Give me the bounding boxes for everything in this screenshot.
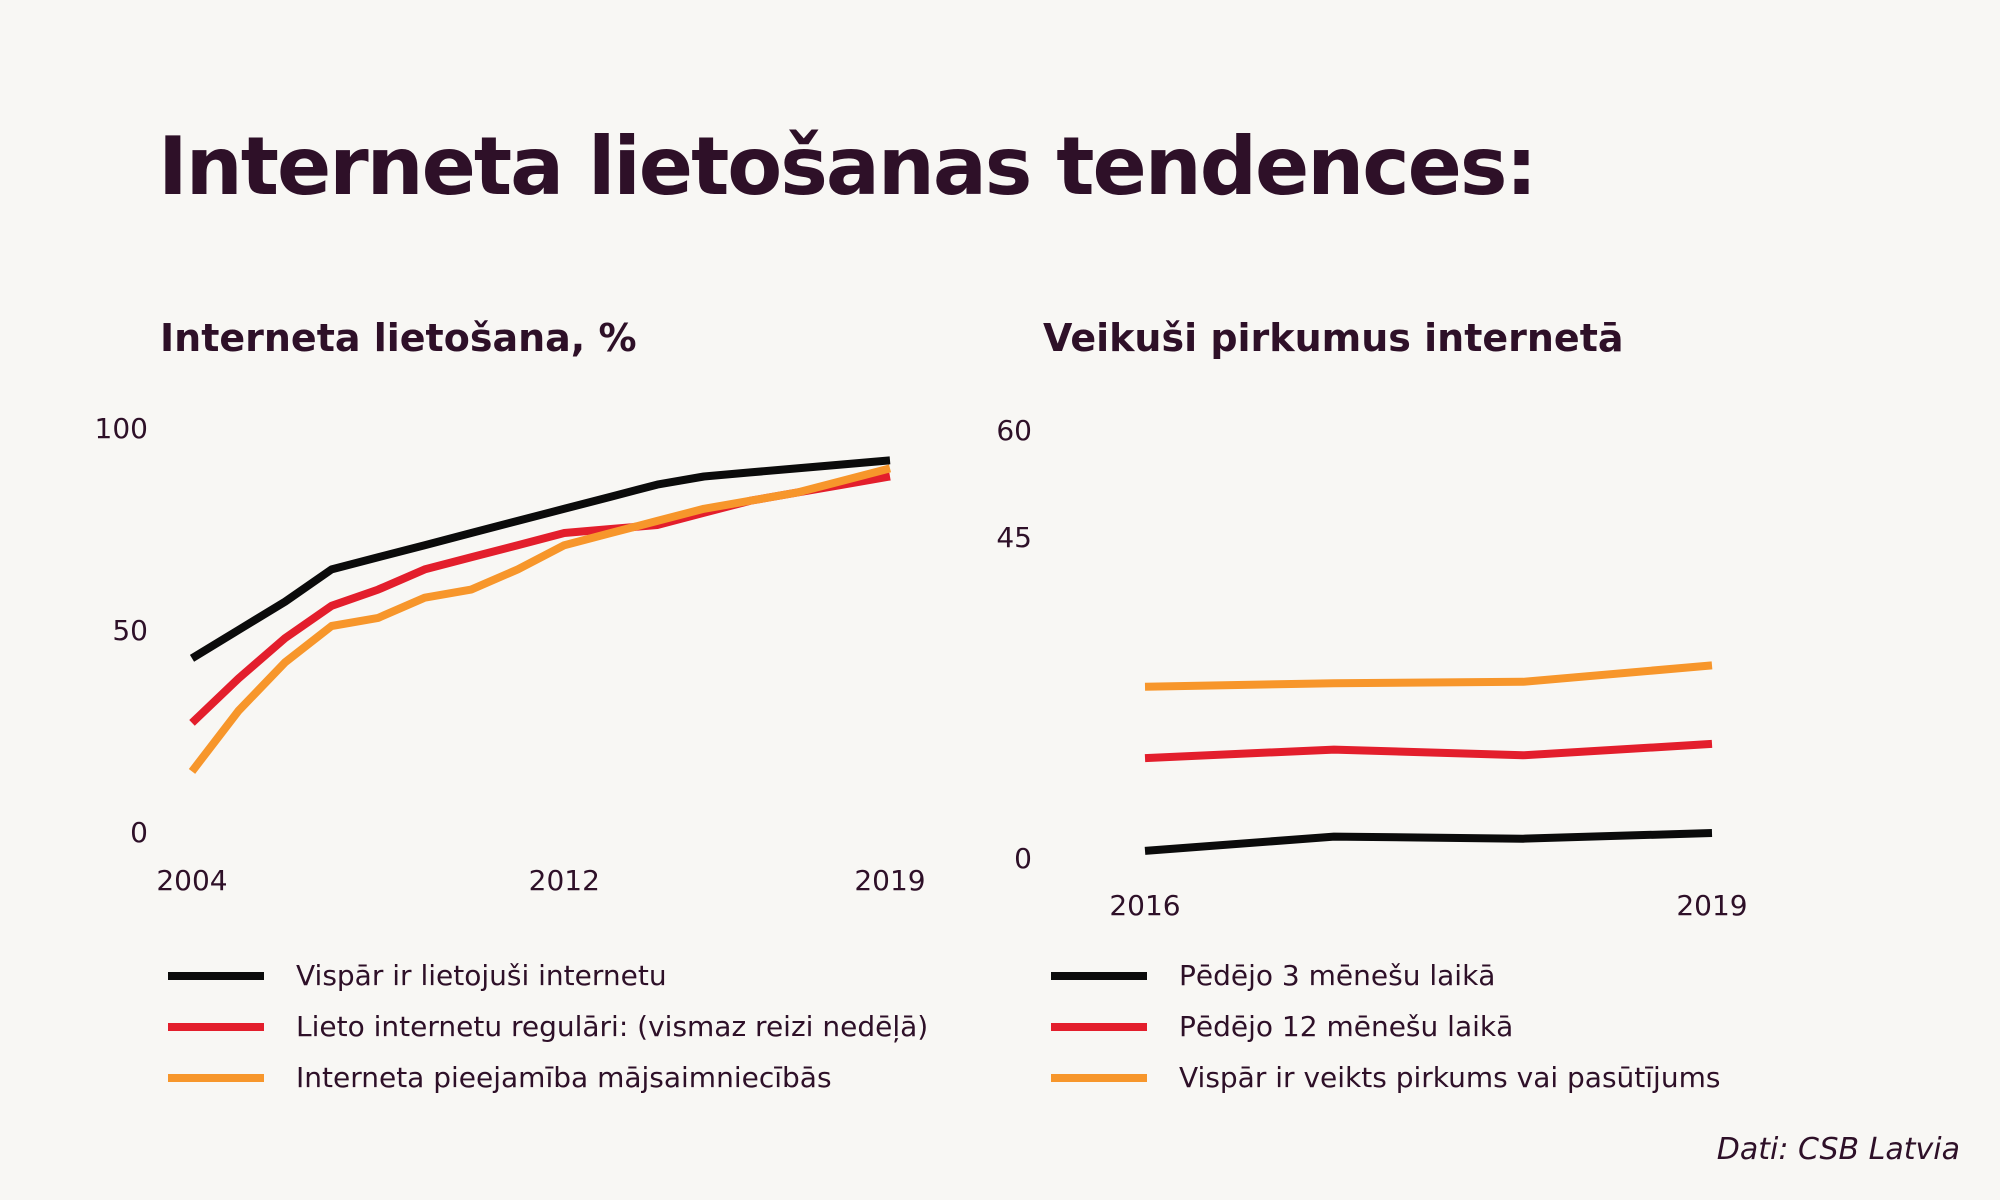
x-tick-label: 2019	[854, 864, 925, 897]
legend-item: Vispār ir lietojuši internetu	[168, 950, 928, 1001]
y-tick-label: 0	[130, 816, 148, 849]
x-tick-label: 2019	[1676, 889, 1747, 922]
legend-label: Pēdējo 12 mēnešu laikā	[1179, 1010, 1514, 1043]
legend-item: Pēdējo 12 mēnešu laikā	[1051, 1001, 1720, 1052]
chart-title-online-purchases: Veikuši pirkumus internetā	[1043, 316, 1624, 360]
legend-swatch	[168, 1073, 264, 1082]
x-tick-label: 2004	[156, 864, 227, 897]
legend-label: Interneta pieejamība mājsaimniecībās	[296, 1061, 832, 1094]
x-tick-label: 2016	[1109, 889, 1180, 922]
legend-swatch	[168, 971, 264, 980]
series-line-3	[1144, 661, 1713, 691]
y-tick-label: 60	[996, 414, 1032, 447]
legend-online-purchases: Pēdējo 3 mēnešu laikā Pēdējo 12 mēnešu l…	[1051, 950, 1720, 1103]
page-title: Interneta lietošanas tendences:	[158, 120, 1537, 213]
legend-label: Vispār ir veikts pirkums vai pasūtījums	[1179, 1061, 1721, 1094]
y-tick-label: 100	[95, 412, 148, 445]
legend-swatch	[168, 1022, 264, 1031]
legend-item: Interneta pieejamība mājsaimniecībās	[168, 1052, 928, 1103]
legend-internet-usage: Vispār ir lietojuši internetu Lieto inte…	[168, 950, 928, 1103]
chart-1: 0 50 100 2004 2012 2019	[95, 412, 926, 897]
legend-item: Lieto internetu regulāri: (vismaz reizi …	[168, 1001, 928, 1052]
legend-item: Pēdējo 3 mēnešu laikā	[1051, 950, 1720, 1001]
legend-label: Pēdējo 3 mēnešu laikā	[1179, 959, 1496, 992]
legend-swatch	[1051, 1022, 1147, 1031]
chart-title-internet-usage: Interneta lietošana, %	[160, 316, 637, 360]
data-source: Dati: CSB Latvia	[1716, 1132, 1960, 1167]
y-tick-label: 45	[996, 521, 1032, 554]
legend-label: Lieto internetu regulāri: (vismaz reizi …	[296, 1010, 929, 1043]
legend-item: Vispār ir veikts pirkums vai pasūtījums	[1051, 1052, 1720, 1103]
series-line-1	[189, 456, 891, 662]
y-tick-label: 50	[112, 614, 148, 647]
x-tick-label: 2012	[529, 864, 600, 897]
legend-swatch	[1051, 971, 1147, 980]
series-line-3	[188, 464, 892, 774]
y-tick-label: 0	[1014, 842, 1032, 875]
chart-2: 0 45 60 2016 2019	[996, 414, 1747, 922]
series-line-2	[1144, 739, 1713, 763]
series-line-1	[1144, 829, 1713, 855]
legend-label: Vispār ir lietojuši internetu	[296, 959, 667, 992]
legend-swatch	[1051, 1073, 1147, 1082]
